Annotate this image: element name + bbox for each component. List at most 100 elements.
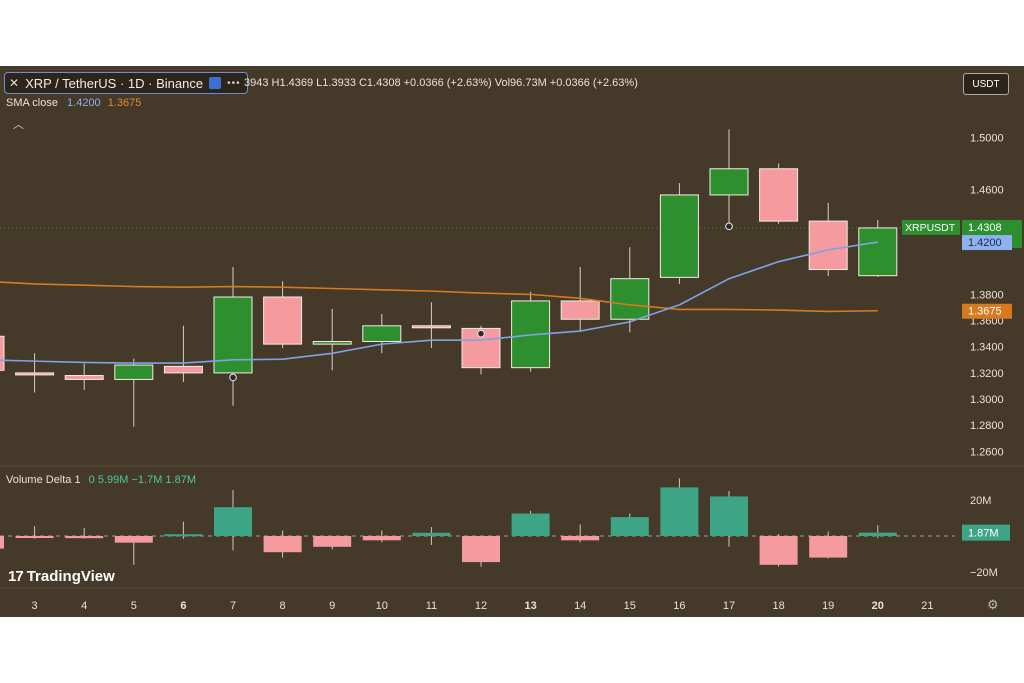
volume-bar bbox=[660, 487, 699, 536]
time-axis-tick: 14 bbox=[574, 600, 586, 612]
candle-body bbox=[263, 296, 303, 345]
volume-bar bbox=[610, 517, 649, 536]
volume-bar bbox=[15, 536, 54, 538]
price-axis-tick: 1.2600 bbox=[970, 446, 1004, 458]
candle-body bbox=[659, 194, 699, 278]
volume-bar bbox=[710, 496, 748, 536]
sma-blue-tag-bg bbox=[962, 235, 1012, 251]
ohlc-values: 3943 H1.4369 L1.3933 C1.4308 +0.0366 (+2… bbox=[244, 77, 638, 89]
time-axis-tick: 6 bbox=[180, 600, 186, 612]
volume-bar bbox=[759, 536, 798, 565]
time-axis-tick: 19 bbox=[822, 600, 834, 612]
volume-bar bbox=[214, 507, 252, 536]
volume-bar bbox=[561, 536, 600, 541]
flag-icon[interactable] bbox=[209, 77, 222, 89]
volume-bar bbox=[412, 532, 451, 536]
volume-bar bbox=[263, 536, 302, 553]
chart-frame: 1.5000 1.4600 1.3800 1.3600 1.3400 1.3200 1.30… bbox=[0, 66, 1024, 617]
candle-body bbox=[610, 278, 650, 320]
time-axis-tick: 20 bbox=[872, 600, 884, 612]
time-axis-tick: 15 bbox=[624, 600, 636, 612]
price-axis-tick: 1.4600 bbox=[970, 185, 1004, 197]
volume-bar bbox=[362, 536, 401, 541]
candle-body bbox=[312, 340, 352, 345]
volume-bar bbox=[114, 536, 153, 543]
gear-icon[interactable]: ⚙ bbox=[987, 597, 999, 612]
sma-orange-line bbox=[0, 281, 878, 313]
logo-text: TradingView bbox=[26, 568, 115, 585]
price-axis-tick: 1.2800 bbox=[970, 420, 1004, 432]
volume-bar bbox=[65, 536, 104, 539]
currency-button[interactable]: USDT bbox=[963, 73, 1009, 95]
sma-blue-value: 1.4200 bbox=[67, 97, 101, 109]
sma-blue-tag-label: 1.4200 bbox=[968, 237, 1002, 249]
candle-body bbox=[759, 168, 799, 222]
symbol-title: XRP / TetherUS · 1D · Binance bbox=[25, 75, 204, 91]
candle-body bbox=[362, 325, 402, 342]
sma-legend[interactable]: SMA close 1.4200 1.3675 bbox=[6, 97, 141, 109]
volume-axis-tick: −20M bbox=[970, 567, 998, 579]
ohlc-readout: 3943 H1.4369 L1.3933 C1.4308 +0.0366 (+2… bbox=[244, 77, 638, 89]
volume-bar bbox=[164, 534, 203, 537]
tradingview-logo[interactable]: 17 TradingView bbox=[8, 568, 115, 585]
volume-label: Volume Delta 1 bbox=[6, 474, 81, 486]
time-axis-tick: 7 bbox=[230, 600, 236, 612]
volume-bar bbox=[462, 536, 500, 563]
volume-bar bbox=[858, 532, 897, 536]
volume-bar bbox=[511, 513, 550, 536]
tv-mark-icon: 17 bbox=[8, 568, 24, 585]
sma-label: SMA close bbox=[6, 97, 58, 109]
time-axis-tick: 18 bbox=[772, 600, 784, 612]
price-axis-tick: 1.3000 bbox=[970, 394, 1004, 406]
event-marker bbox=[477, 329, 485, 338]
time-axis-tick: 17 bbox=[723, 600, 735, 612]
time-axis-tick: 5 bbox=[131, 600, 137, 612]
volume-last-tag-bg bbox=[962, 524, 1010, 541]
collapse-chevron-icon[interactable]: ︿ bbox=[13, 119, 24, 131]
sma-orange-tag-bg bbox=[962, 303, 1012, 319]
time-axis-tick: 12 bbox=[475, 600, 487, 612]
price-axis-tick: 1.5000 bbox=[970, 132, 1004, 144]
price-axis-tick: 1.3200 bbox=[970, 368, 1004, 380]
last-price-label: 1.4308 bbox=[968, 222, 1002, 234]
symbol-tag-label: XRPUSDT bbox=[905, 222, 956, 234]
volume-legend[interactable]: Volume Delta 1 0 5.99M −1.7M 1.87M bbox=[6, 474, 196, 486]
time-axis-tick: 10 bbox=[376, 600, 388, 612]
candle-body bbox=[0, 335, 5, 371]
volume-bar bbox=[313, 536, 352, 547]
time-axis-tick: 13 bbox=[524, 600, 536, 612]
symbol-selector[interactable]: ✕ XRP / TetherUS · 1D · Binance ••• bbox=[4, 72, 248, 94]
candle-body bbox=[114, 364, 154, 380]
sma-orange-tag-label: 1.3675 bbox=[968, 306, 1002, 318]
time-axis-tick: 3 bbox=[32, 600, 38, 612]
volume-values: 0 5.99M −1.7M 1.87M bbox=[88, 474, 196, 486]
price-axis-tick: 1.3800 bbox=[970, 289, 1004, 301]
time-axis-tick: 4 bbox=[81, 600, 87, 612]
volume-axis-tick: 20M bbox=[970, 495, 991, 507]
close-icon[interactable]: ✕ bbox=[9, 76, 20, 90]
more-icon[interactable]: ••• bbox=[227, 77, 241, 89]
volume-last-tag-label: 1.87M bbox=[968, 528, 999, 540]
volume-bar bbox=[809, 536, 848, 558]
candle-body bbox=[213, 296, 253, 374]
time-axis-tick: 9 bbox=[329, 600, 335, 612]
candle-body bbox=[560, 300, 600, 320]
event-marker bbox=[229, 373, 237, 382]
time-axis-tick: 16 bbox=[673, 600, 685, 612]
time-axis-tick: 8 bbox=[280, 600, 286, 612]
candle-body bbox=[64, 375, 104, 380]
symbol-tag-bg bbox=[902, 219, 960, 235]
time-axis-tick: 21 bbox=[921, 600, 933, 612]
candle-body bbox=[163, 365, 203, 374]
candle-body bbox=[709, 168, 749, 196]
sma-blue-line bbox=[0, 241, 878, 364]
event-marker bbox=[725, 222, 733, 231]
candle-body bbox=[15, 372, 55, 376]
chart-canvas[interactable]: 1.50001.46001.38001.36001.34001.32001.30… bbox=[0, 66, 1024, 617]
time-axis-tick: 11 bbox=[426, 600, 437, 612]
candle-body bbox=[858, 227, 898, 277]
candle-body bbox=[808, 220, 848, 271]
price-axis-tick: 1.3400 bbox=[970, 342, 1004, 354]
volume-bar bbox=[0, 536, 4, 549]
sma-orange-value: 1.3675 bbox=[107, 97, 142, 109]
